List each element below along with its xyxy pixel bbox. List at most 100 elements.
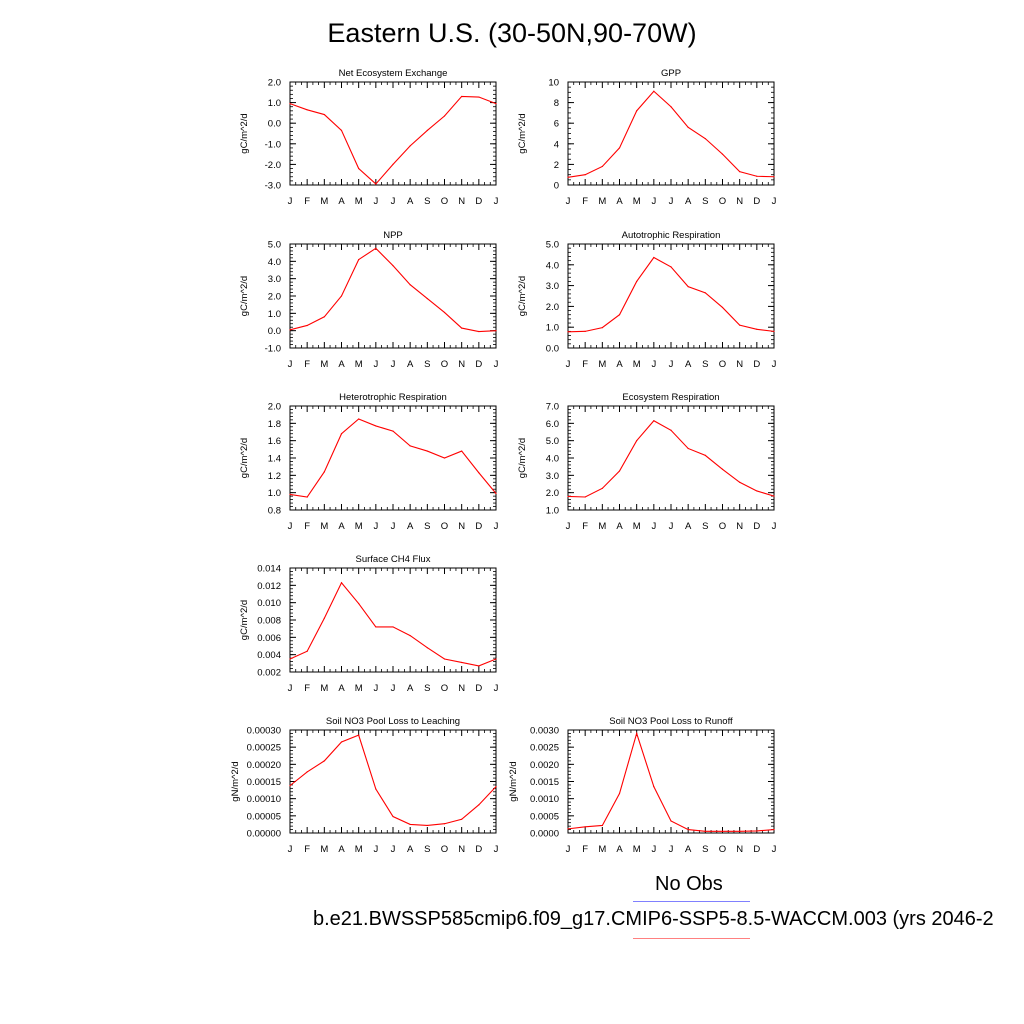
data-point [392, 815, 394, 818]
chart-title: Soil NO3 Pool Loss to Runoff [609, 716, 733, 727]
x-tick-label: J [772, 359, 777, 370]
data-point [461, 661, 463, 664]
plot-frame [289, 81, 497, 186]
y-tick-label: 3.0 [546, 471, 559, 482]
data-point [773, 495, 775, 497]
y-tick-label: 2.0 [268, 402, 281, 413]
x-tick-label: D [753, 359, 760, 370]
data-point [426, 647, 428, 649]
x-tick-label: J [566, 844, 571, 855]
y-tick-label: 1.0 [546, 323, 559, 334]
x-tick-label: J [391, 521, 396, 532]
x-tick-label: S [702, 359, 708, 370]
data-point [340, 433, 343, 435]
x-tick-label: J [566, 521, 571, 532]
y-tick-label: -1.0 [265, 139, 281, 150]
plot-frame [567, 81, 775, 186]
y-tick-label: 0.00025 [247, 743, 281, 754]
x-tick-label: S [424, 683, 430, 694]
chart-title: GPP [661, 68, 681, 79]
x-tick-label: S [702, 521, 708, 532]
data-point [323, 617, 325, 619]
data-point [461, 95, 463, 98]
x-tick-label: O [441, 521, 448, 532]
x-tick-label: J [772, 521, 777, 532]
data-point [739, 481, 741, 483]
plot-frame [567, 405, 775, 511]
data-point [636, 440, 638, 442]
y-tick-label: 0.00030 [247, 726, 281, 737]
x-tick-label: A [616, 196, 623, 207]
x-tick-label: J [494, 196, 499, 207]
x-tick-label: S [424, 521, 430, 532]
x-tick-label: A [685, 521, 692, 532]
chart-panel: Ecosystem Respiration gC/m^2/d 1.0 2.0 3.0 4.… [517, 392, 777, 532]
x-tick-label: D [753, 844, 760, 855]
chart-title: Ecosystem Respiration [622, 392, 719, 403]
data-point [358, 418, 360, 420]
data-point [756, 175, 758, 177]
y-tick-label: 0.00005 [247, 811, 281, 822]
x-tick-label: O [441, 844, 448, 855]
data-point [721, 468, 724, 470]
x-tick-label: J [772, 196, 777, 207]
series-line [289, 734, 497, 827]
data-point [323, 471, 325, 473]
data-point [567, 331, 569, 333]
data-point [323, 316, 325, 318]
x-tick-label: J [651, 359, 656, 370]
x-tick-label: M [598, 844, 606, 855]
x-tick-label: N [458, 196, 465, 207]
data-point [495, 786, 497, 788]
y-tick-label: 0.0005 [530, 811, 559, 822]
y-tick-label: 0.8 [268, 506, 281, 517]
y-axis-label: gC/m^2/d [517, 438, 528, 478]
x-tick-label: J [669, 359, 674, 370]
x-tick-label: M [598, 521, 606, 532]
x-tick-label: N [458, 683, 465, 694]
data-point [567, 176, 569, 178]
x-tick-label: J [288, 359, 293, 370]
x-tick-label: F [582, 359, 588, 370]
data-point [704, 292, 706, 294]
y-tick-label: 0.014 [257, 564, 281, 575]
x-tick-label: O [719, 196, 726, 207]
x-tick-label: S [424, 359, 430, 370]
y-tick-label: 2.0 [268, 292, 281, 303]
x-tick-label: J [494, 844, 499, 855]
data-point [409, 284, 411, 286]
y-tick-label: 2.0 [268, 78, 281, 89]
x-tick-label: F [304, 844, 310, 855]
x-tick-label: M [598, 359, 606, 370]
x-tick-label: F [582, 844, 588, 855]
y-tick-label: 5.0 [268, 240, 281, 251]
data-point [636, 732, 638, 735]
x-tick-label: A [338, 683, 345, 694]
y-tick-label: 4.0 [546, 454, 559, 465]
plot-frame [289, 405, 497, 511]
x-tick-label: F [304, 683, 310, 694]
data-point [704, 454, 706, 456]
y-tick-label: 0.0025 [530, 743, 559, 754]
x-tick-label: J [288, 521, 293, 532]
x-tick-label: J [288, 196, 293, 207]
data-point [773, 330, 775, 332]
x-tick-label: J [651, 196, 656, 207]
y-axis-label: gC/m^2/d [239, 276, 250, 316]
x-tick-label: A [338, 196, 345, 207]
y-tick-label: 0.0010 [530, 794, 559, 805]
x-tick-label: F [304, 359, 310, 370]
legend-model-label: b.e21.BWSSP585cmip6.f09_g17.CMIP6-SSP5-8… [313, 908, 994, 930]
legend-obs-line [633, 901, 750, 902]
chart-panel: Autotrophic Respiration gC/m^2/d 0.0 1.0 2.0… [517, 230, 777, 370]
x-tick-label: J [373, 683, 378, 694]
x-tick-label: J [651, 521, 656, 532]
y-axis-label: gC/m^2/d [239, 438, 250, 478]
data-point [721, 306, 724, 309]
x-tick-label: O [719, 359, 726, 370]
x-tick-label: F [582, 196, 588, 207]
x-tick-label: M [320, 683, 328, 694]
y-tick-label: 5.0 [546, 240, 559, 251]
data-point [495, 103, 497, 105]
